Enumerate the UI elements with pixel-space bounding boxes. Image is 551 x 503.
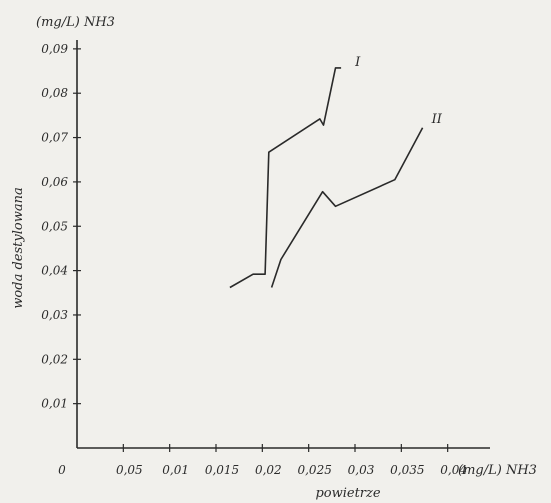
x-tick-label: 0,035 <box>390 463 424 477</box>
y-tick-label: 0,02 <box>41 352 68 366</box>
x-tick-label: 0,02 <box>255 463 282 477</box>
x-tick-label: 0,03 <box>348 463 375 477</box>
x-tick-label: 0,025 <box>297 463 331 477</box>
series-line-I <box>229 67 342 289</box>
x-tick-label: 0,01 <box>162 463 189 477</box>
origin-label: 0 <box>58 463 66 477</box>
series-line-II <box>270 127 424 288</box>
y-tick-label: 0,01 <box>41 397 68 411</box>
y-tick-label: 0,07 <box>41 131 68 145</box>
y-axis-unit: (mg/L) NH3 <box>36 15 115 30</box>
axes: 0,01 0,02 0,03 0,04 0,05 0,06 0,07 0,08 0,09 0,05… <box>41 40 490 477</box>
y-axis-title: woda destylowana <box>11 187 26 308</box>
series-layer: III <box>229 55 443 289</box>
x-axis-unit: (mg/L) NH3 <box>458 463 537 478</box>
x-tick-label: 0,04 <box>440 463 467 477</box>
y-tick-label: 0,08 <box>41 86 68 100</box>
series-label-I: I <box>354 55 361 70</box>
x-axis-title: powietrze <box>315 486 380 501</box>
y-tick-label: 0,03 <box>41 308 68 322</box>
y-tick-label: 0,04 <box>41 264 68 278</box>
y-tick-label: 0,05 <box>41 219 68 233</box>
x-tick-label: 0,015 <box>205 463 239 477</box>
y-tick-label: 0,09 <box>41 42 68 56</box>
series-label-II: II <box>431 112 443 127</box>
x-tick-label: 0,05 <box>116 463 143 477</box>
y-tick-label: 0,06 <box>41 175 68 189</box>
